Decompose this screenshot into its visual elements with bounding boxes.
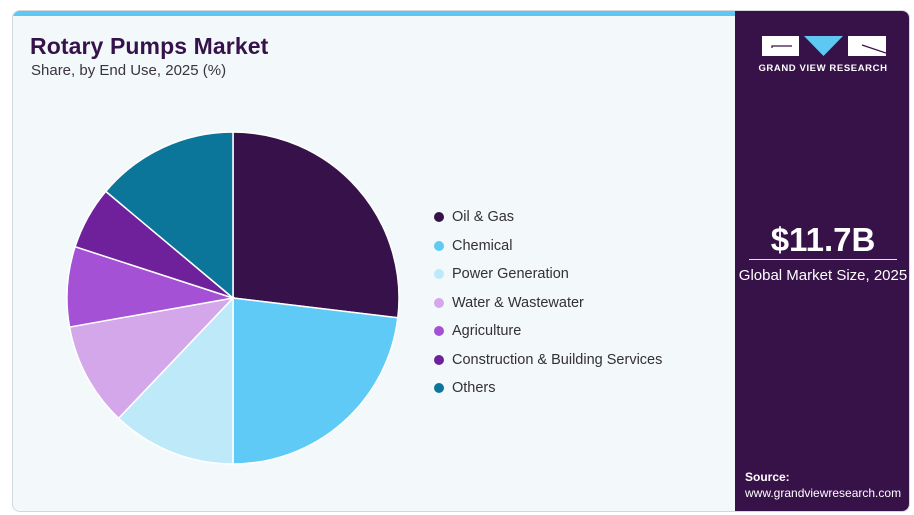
legend-item: Water & Wastewater <box>434 289 662 318</box>
chart-legend: Oil & Gas Chemical Power Generation Water &… <box>434 203 662 403</box>
legend-item: Oil & Gas <box>434 203 662 232</box>
accent-bar <box>13 11 735 16</box>
legend-label: Oil & Gas <box>452 209 515 226</box>
source-label: Source: <box>745 470 790 484</box>
chart-card: Rotary Pumps Market Share, by End Use, 2… <box>12 10 910 512</box>
legend-item: Construction & Building Services <box>434 346 662 375</box>
legend-swatch-icon <box>434 383 444 394</box>
legend-item: Agriculture <box>434 317 662 346</box>
brand-name: GRAND VIEW RESEARCH <box>758 63 888 74</box>
legend-swatch-icon <box>434 326 444 337</box>
legend-swatch-icon <box>434 354 444 365</box>
source-url[interactable]: www.grandviewresearch.com <box>745 486 902 500</box>
legend-item: Others <box>434 374 662 403</box>
chart-subtitle: Share, by End Use, 2025 (%) <box>31 62 227 79</box>
side-panel: GRAND VIEW RESEARCH $11.7B Global Market… <box>735 11 909 511</box>
legend-label: Construction & Building Services <box>452 351 663 368</box>
legend-item: Chemical <box>434 232 662 261</box>
pie-slice-others <box>104 131 234 300</box>
market-size-value: $11.7B <box>770 221 876 258</box>
legend-label: Power Generation <box>452 266 569 283</box>
pie-slice-water-wastewater <box>68 296 236 420</box>
pie-slice-oil-gas <box>232 131 400 319</box>
legend-label: Others <box>452 380 496 397</box>
legend-label: Water & Wastewater <box>452 294 584 311</box>
legend-swatch-icon <box>434 297 444 308</box>
pie-chart <box>66 131 400 465</box>
legend-swatch-icon <box>434 240 444 251</box>
legend-label: Chemical <box>452 237 513 254</box>
gvr-logo-icon <box>762 36 886 56</box>
legend-swatch-icon <box>434 269 444 280</box>
market-size-label: Global Market Size, 2025 <box>738 267 908 284</box>
chart-title: Rotary Pumps Market <box>30 33 269 59</box>
legend-swatch-icon <box>434 212 444 223</box>
legend-label: Agriculture <box>452 323 522 340</box>
pie-slice-power-generation <box>117 296 234 465</box>
legend-item: Power Generation <box>434 260 662 289</box>
pie-slice-chemical <box>232 297 399 465</box>
divider <box>749 259 897 260</box>
